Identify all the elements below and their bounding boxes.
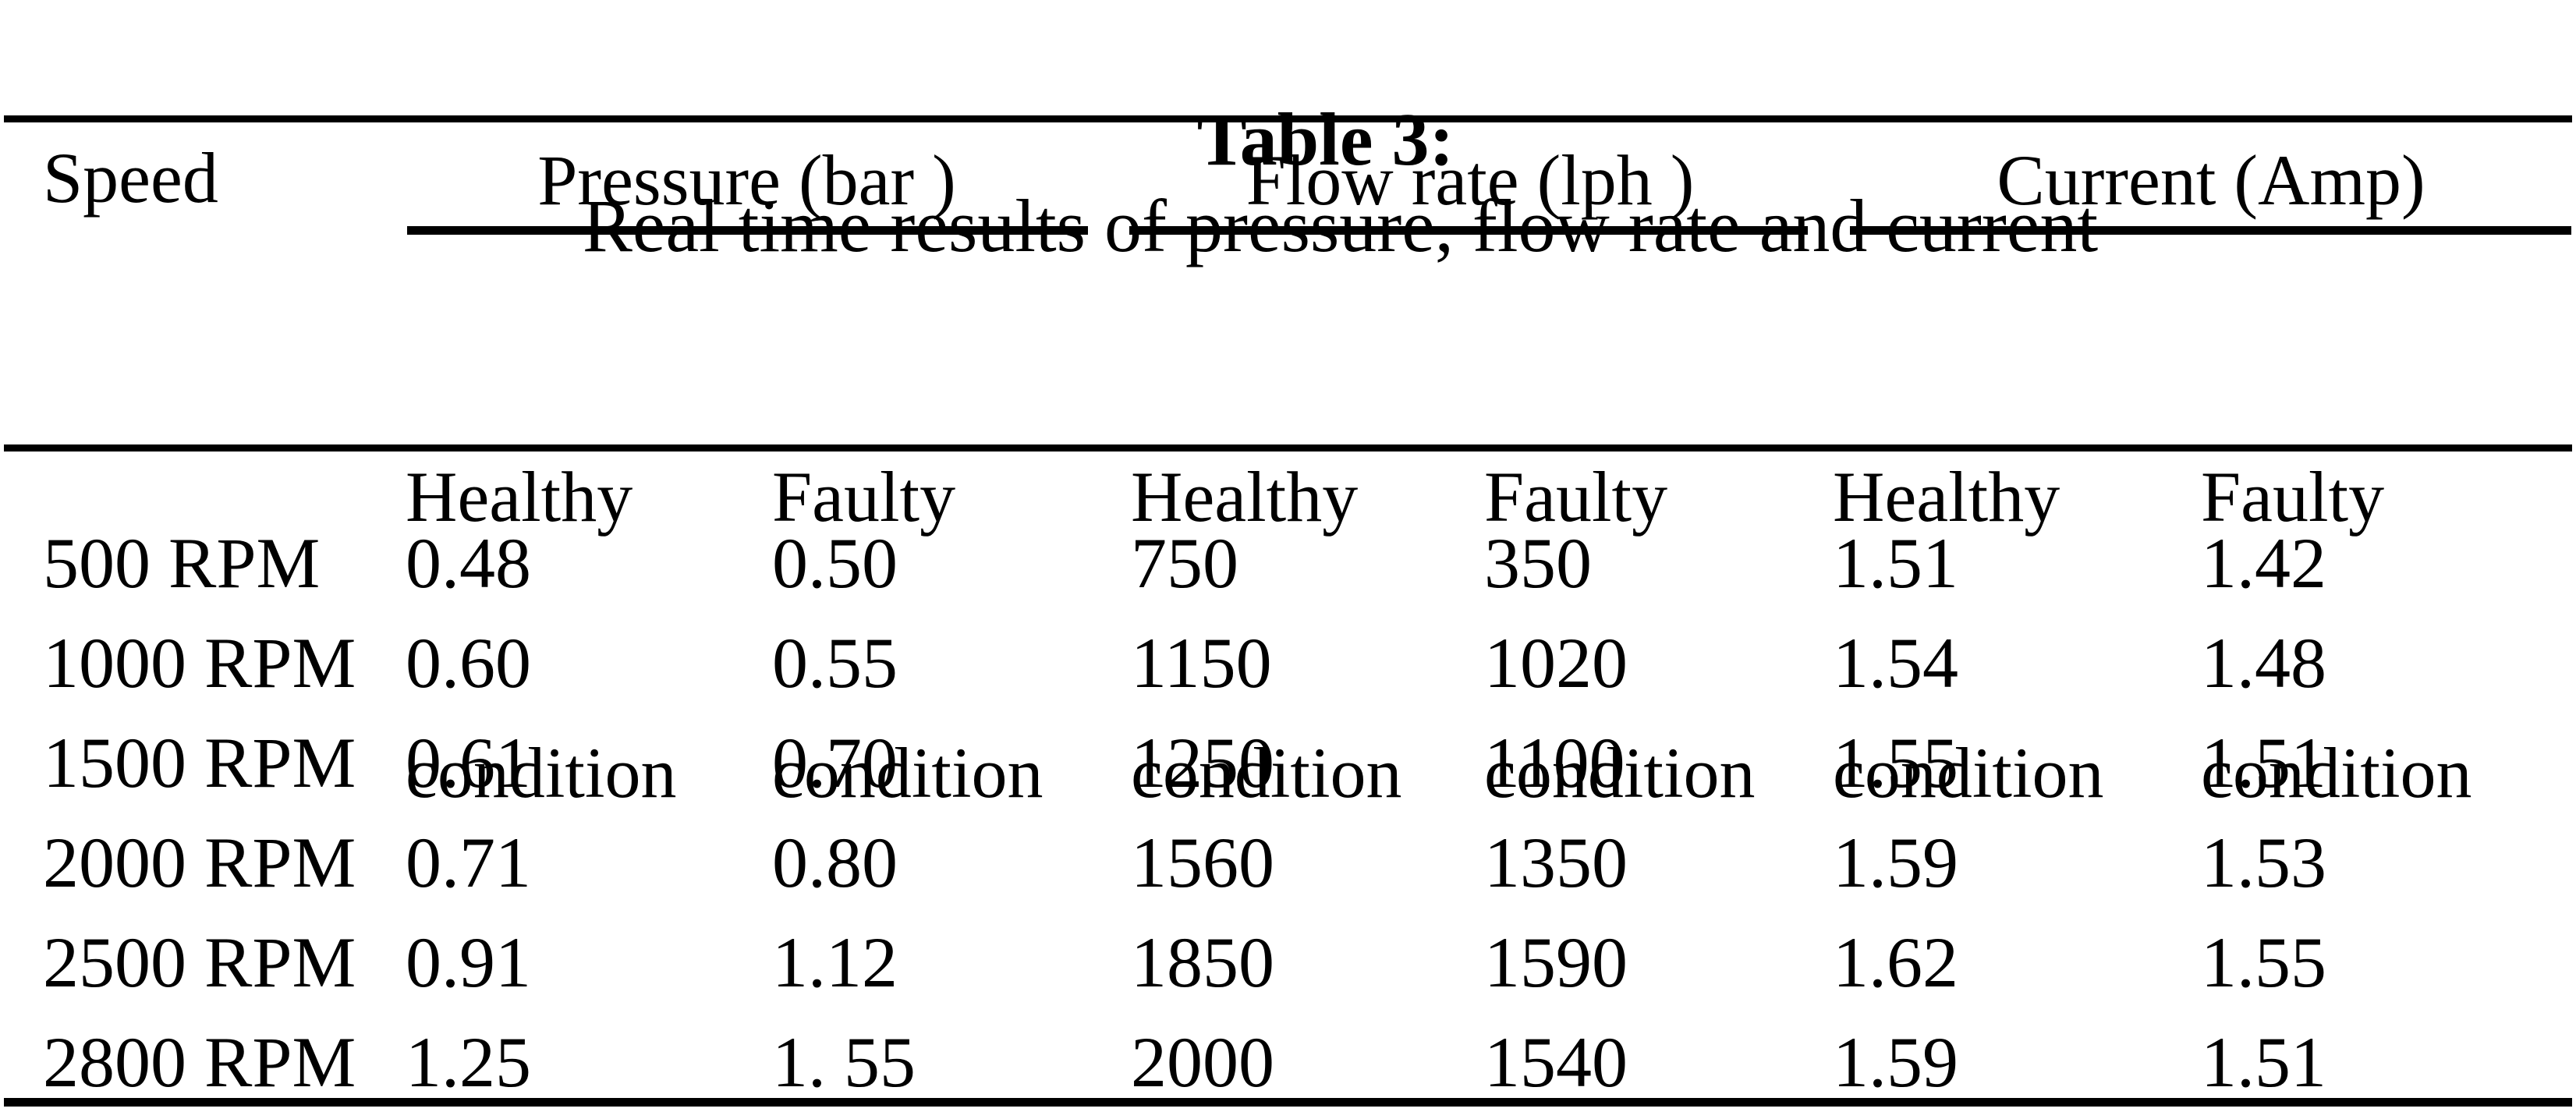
value-cell: 1.59 xyxy=(1833,823,1958,902)
value-cell: 0.48 xyxy=(406,523,531,603)
value-cell: 1100 xyxy=(1484,723,1625,802)
table-row: 2500 RPM 0.91 1.12 1850 1590 1.62 1.55 xyxy=(0,923,2576,1023)
subheader-line: Faulty xyxy=(1484,457,1668,537)
value-cell: 1.53 xyxy=(2201,823,2326,902)
top-rule xyxy=(4,115,2572,122)
group-rule-pressure xyxy=(407,226,1088,235)
value-cell: 0.61 xyxy=(406,723,531,802)
value-cell: 1560 xyxy=(1131,823,1274,902)
value-cell: 1. 55 xyxy=(772,1022,916,1102)
group-header-current: Current (Amp) xyxy=(1997,140,2425,220)
table-caption-label: Table 3: xyxy=(1196,97,1455,181)
speed-cell: 2800 RPM xyxy=(43,1022,356,1102)
subheader-line: Faulty xyxy=(2201,457,2385,537)
value-cell: 1.62 xyxy=(1833,923,1958,1002)
bottom-rule xyxy=(4,1098,2572,1107)
group-header-pressure: Pressure (bar ) xyxy=(537,140,956,220)
value-cell: 1350 xyxy=(1484,823,1628,902)
value-cell: 0.50 xyxy=(772,523,898,603)
subheader-line: Healthy xyxy=(1131,457,1359,537)
subheader-pressure-healthy: Healthy condition xyxy=(406,267,677,1003)
value-cell: 1590 xyxy=(1484,923,1628,1002)
value-cell: 1.59 xyxy=(1833,1022,1958,1102)
value-cell: 1.48 xyxy=(2201,623,2326,703)
table-caption-text: Real time results of pressure, flow rate… xyxy=(582,184,2099,267)
value-cell: 0.55 xyxy=(772,623,898,703)
speed-column-header: Speed xyxy=(43,138,218,218)
subheader-flow-faulty: Faulty condition xyxy=(1484,267,1756,1003)
value-cell: 0.70 xyxy=(772,723,898,802)
value-cell: 1.12 xyxy=(772,923,898,1002)
subheader-current-healthy: Healthy condition xyxy=(1833,267,2104,1003)
subheader-line: condition xyxy=(1484,733,1756,813)
table-row: 1500 RPM 0.61 0.70 1250 1100 1.55 1.51 xyxy=(0,723,2576,823)
header-body-rule xyxy=(4,444,2572,452)
value-cell: 1150 xyxy=(1131,623,1272,703)
group-rule-flow xyxy=(1129,226,1808,235)
value-cell: 350 xyxy=(1484,523,1592,603)
value-cell: 0.91 xyxy=(406,923,531,1002)
table-caption: Table 3: Real time results of pressure, … xyxy=(0,9,2576,356)
subheader-line: condition xyxy=(2201,733,2472,813)
value-cell: 0.71 xyxy=(406,823,531,902)
value-cell: 1.51 xyxy=(2201,1022,2326,1102)
group-rule-current xyxy=(1850,226,2571,235)
value-cell: 1.51 xyxy=(1833,523,1958,603)
subheader-line: condition xyxy=(772,733,1044,813)
value-cell: 750 xyxy=(1131,523,1238,603)
speed-cell: 2500 RPM xyxy=(43,923,356,1002)
subheader-line: condition xyxy=(1131,733,1402,813)
value-cell: 2000 xyxy=(1131,1022,1274,1102)
group-header-flow: Flow rate (lph ) xyxy=(1245,140,1695,220)
table-row: 1000 RPM 0.60 0.55 1150 1020 1.54 1.48 xyxy=(0,623,2576,724)
subheader-current-faulty: Faulty condition xyxy=(2201,267,2472,1003)
value-cell: 1.25 xyxy=(406,1022,531,1102)
speed-cell: 1000 RPM xyxy=(43,623,356,703)
subheader-flow-healthy: Healthy condition xyxy=(1131,267,1402,1003)
subheader-line: Faulty xyxy=(772,457,956,537)
value-cell: 1850 xyxy=(1131,923,1274,1002)
speed-cell: 2000 RPM xyxy=(43,823,356,902)
table-row: 2800 RPM 1.25 1. 55 2000 1540 1.59 1.51 xyxy=(0,1022,2576,1112)
speed-cell: 1500 RPM xyxy=(43,723,356,802)
value-cell: 1250 xyxy=(1131,723,1274,802)
value-cell: 0.60 xyxy=(406,623,531,703)
value-cell: 1.42 xyxy=(2201,523,2326,603)
value-cell: 1.55 xyxy=(2201,923,2326,1002)
value-cell: 1.54 xyxy=(1833,623,1958,703)
table-row: 2000 RPM 0.71 0.80 1560 1350 1.59 1.53 xyxy=(0,823,2576,923)
subheader-line: Healthy xyxy=(1833,457,2060,537)
value-cell: 1020 xyxy=(1484,623,1628,703)
table-row: 500 RPM 0.48 0.50 750 350 1.51 1.42 xyxy=(0,523,2576,624)
speed-cell: 500 RPM xyxy=(43,523,321,603)
subheader-line: condition xyxy=(406,733,677,813)
value-cell: 1.55 xyxy=(1833,723,1958,802)
subheader-line: condition xyxy=(1833,733,2104,813)
subheader-line: Healthy xyxy=(406,457,633,537)
subheader-pressure-faulty: Faulty condition xyxy=(772,267,1044,1003)
value-cell: 0.80 xyxy=(772,823,898,902)
value-cell: 1.51 xyxy=(2201,723,2326,802)
value-cell: 1540 xyxy=(1484,1022,1628,1102)
